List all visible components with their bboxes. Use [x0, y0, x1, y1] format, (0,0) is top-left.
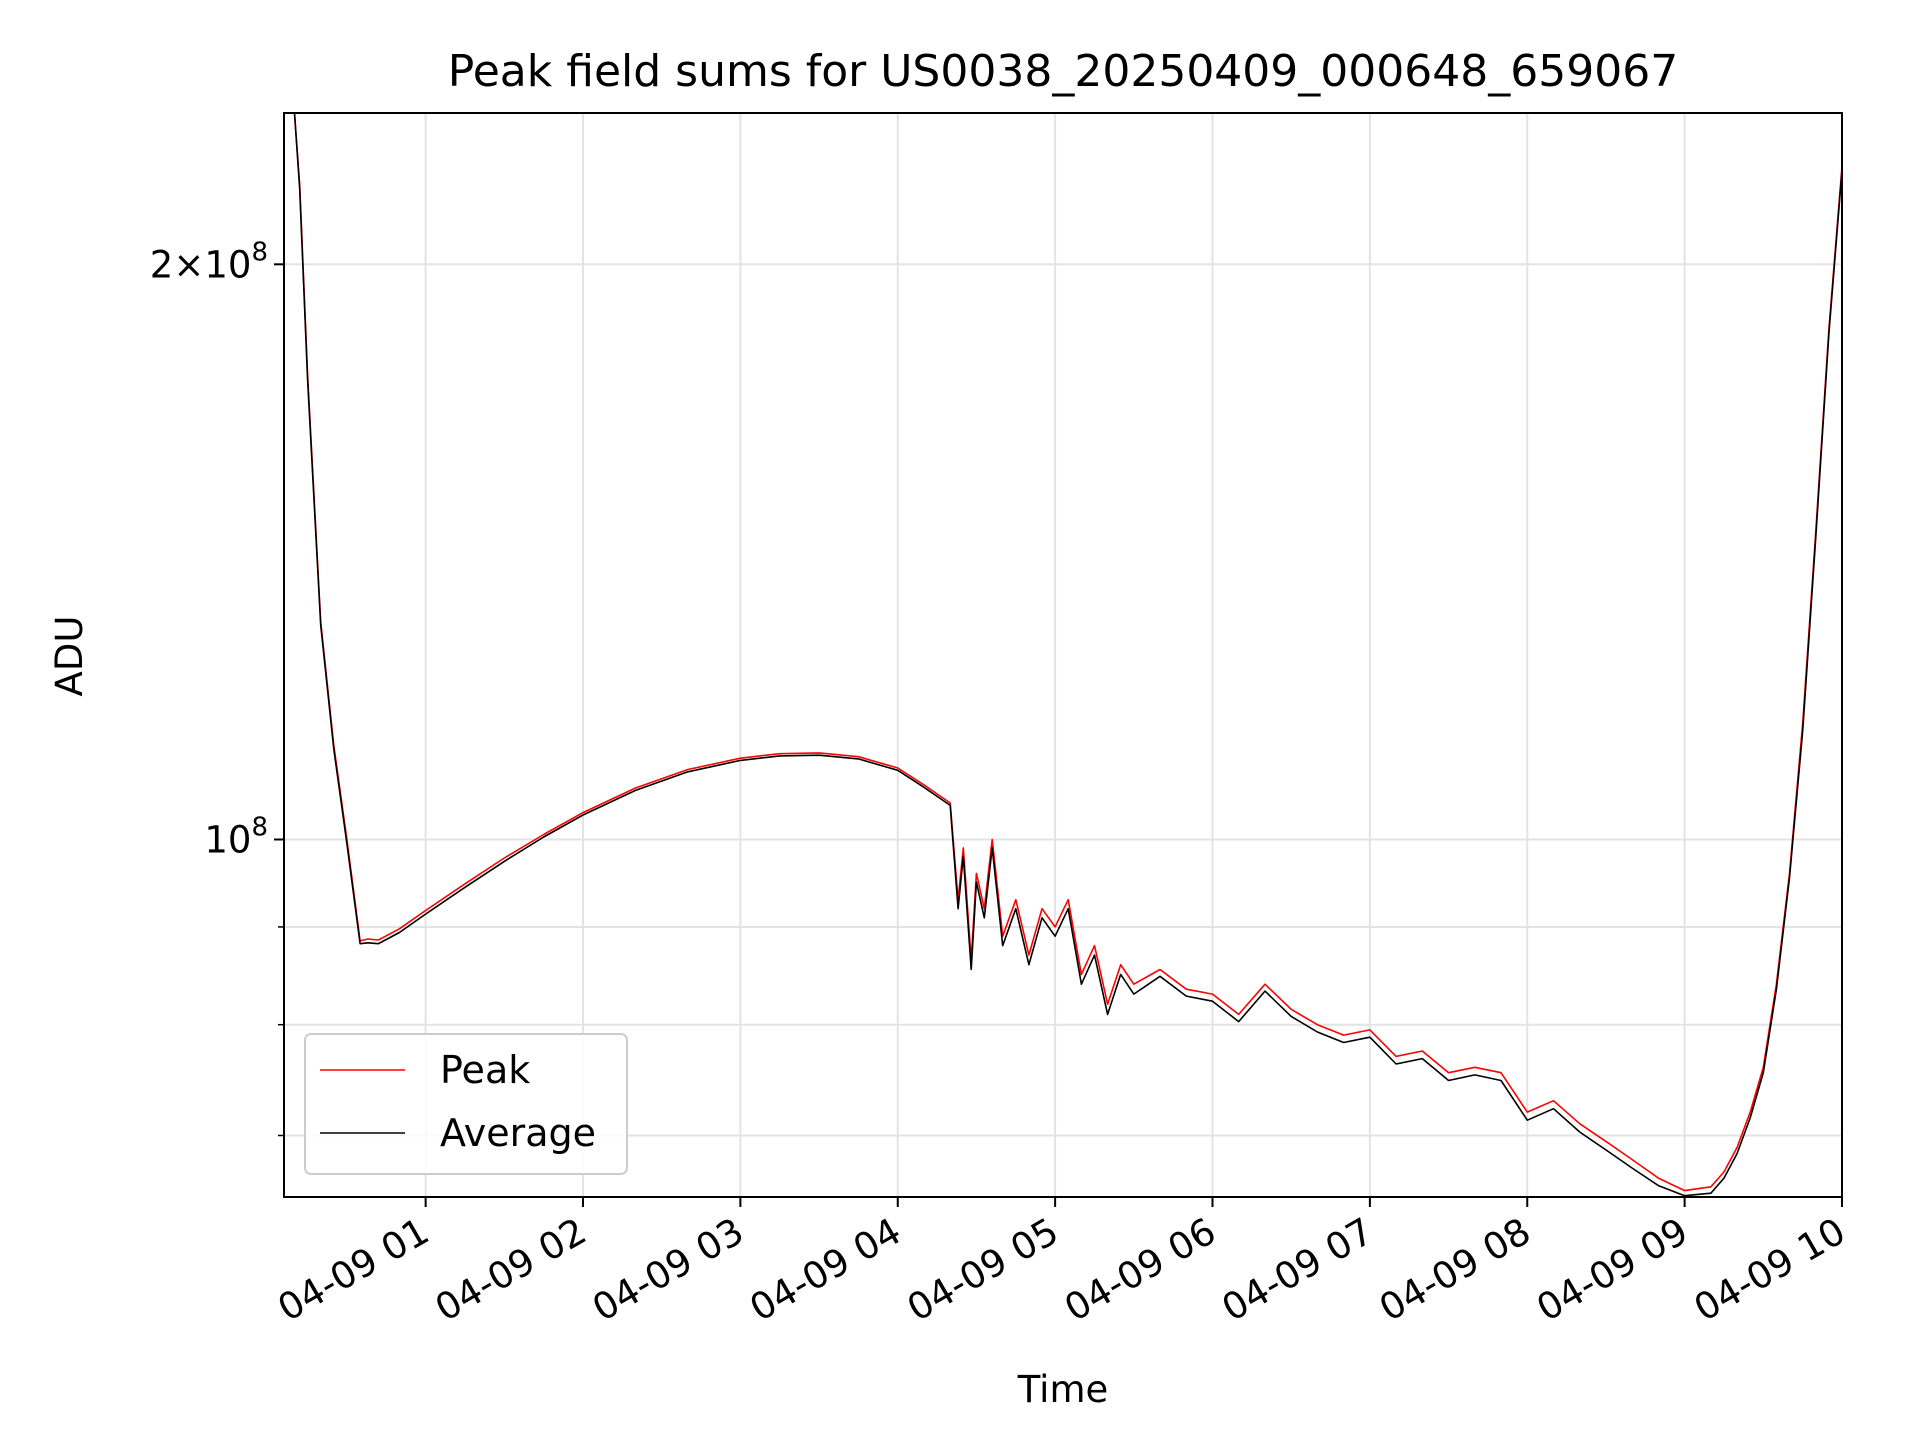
x-tick-label: 04-09 07: [1215, 1210, 1381, 1330]
legend-box: [304, 1033, 628, 1175]
y-tick-label: 108: [204, 813, 268, 862]
x-tick-label: 04-09 10: [1687, 1210, 1853, 1330]
series-line-peak: [293, 113, 1842, 1192]
x-tick-label: 04-09 08: [1372, 1210, 1538, 1330]
y-tick-base: 10: [204, 819, 251, 862]
y-axis-title: ADU: [48, 616, 91, 697]
legend: Peak Average: [304, 1033, 628, 1175]
series-line-average: [293, 113, 1842, 1197]
y-tick-base: 10: [204, 243, 251, 286]
x-tick-label: 04-09 04: [743, 1210, 909, 1330]
plot-frame: [283, 112, 1843, 1198]
x-tick-label: 04-09 09: [1530, 1210, 1696, 1330]
series-layer: [293, 113, 1842, 1197]
x-tick-label: 04-09 02: [428, 1210, 594, 1330]
x-tick-label: 04-09 01: [271, 1210, 437, 1330]
x-tick-label: 04-09 06: [1057, 1210, 1223, 1330]
x-tick-label: 04-09 05: [900, 1210, 1066, 1330]
y-tick-mantissa: 2: [150, 243, 174, 286]
y-tick-label: 2×108: [150, 237, 268, 286]
y-tick-exponent: 8: [251, 237, 268, 267]
chart-title: Peak field sums for US0038_20250409_0006…: [448, 46, 1678, 97]
legend-label-average: Average: [440, 1111, 596, 1155]
x-axis-title: Time: [1017, 1368, 1109, 1411]
y-tick-times: ×: [173, 243, 204, 286]
legend-label-peak: Peak: [440, 1048, 530, 1092]
axis-ticks: [274, 263, 1843, 1207]
x-tick-label: 04-09 03: [585, 1210, 751, 1330]
y-tick-exponent: 8: [251, 813, 268, 843]
